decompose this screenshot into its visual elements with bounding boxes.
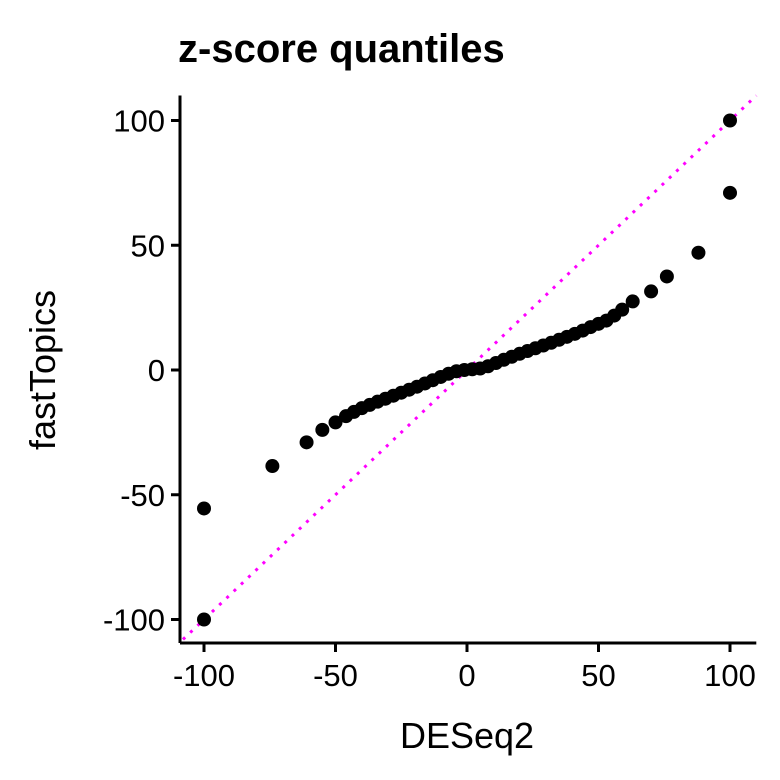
data-point xyxy=(691,245,706,260)
plot-area: -100 -50 0 50 100 -100 -50 0 50 100 xyxy=(103,94,758,693)
data-point xyxy=(625,294,640,309)
x-tick-label: 50 xyxy=(581,658,615,693)
data-point xyxy=(299,435,314,450)
x-tick-label: -100 xyxy=(173,658,235,693)
y-tick-label: 50 xyxy=(131,228,165,263)
y-tick-label: 0 xyxy=(148,353,165,388)
y-tick-label: -50 xyxy=(120,478,165,513)
data-point xyxy=(197,612,211,627)
data-point xyxy=(315,422,330,437)
data-point xyxy=(265,459,280,474)
reference-line xyxy=(181,94,758,641)
data-point xyxy=(659,269,674,284)
x-tick-label: 0 xyxy=(458,658,475,693)
y-tick-label: -100 xyxy=(103,603,165,638)
data-point xyxy=(328,415,343,430)
x-axis-title: DESeq2 xyxy=(400,715,534,756)
x-tick-label: 100 xyxy=(704,658,756,693)
y-tick-label: 100 xyxy=(113,104,165,139)
data-point xyxy=(197,501,211,516)
data-point xyxy=(723,113,737,128)
data-point xyxy=(644,284,659,299)
data-point xyxy=(723,185,737,200)
data-point xyxy=(615,302,630,317)
y-axis-title: fastTopics xyxy=(22,290,63,450)
chart-title: z-score quantiles xyxy=(178,27,505,71)
x-tick-label: -50 xyxy=(313,658,358,693)
